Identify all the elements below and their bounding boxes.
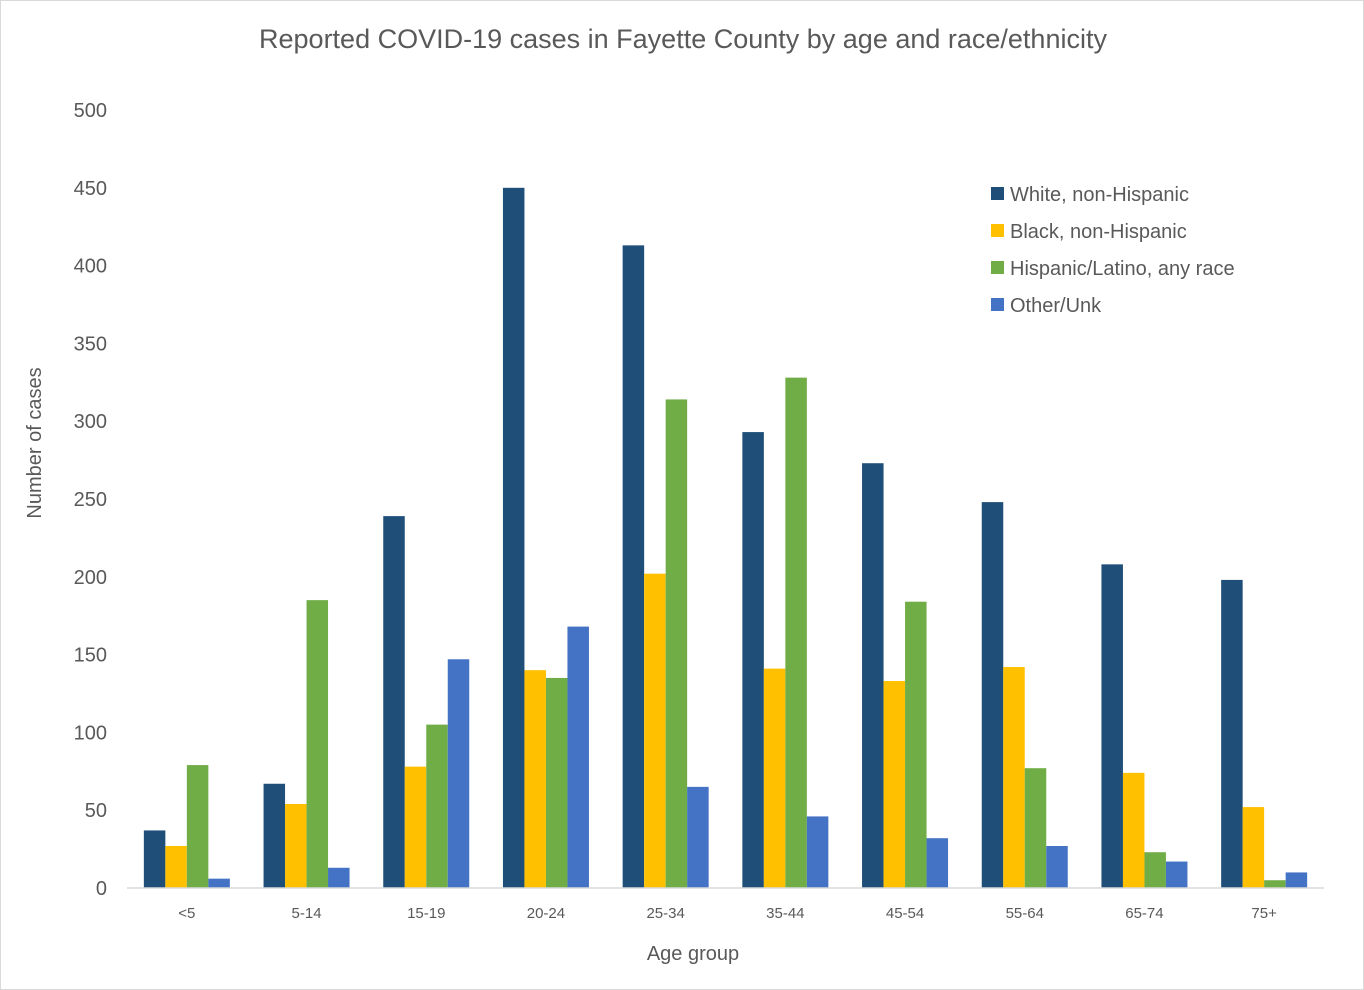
bar <box>1242 807 1265 888</box>
x-tick-label: 15-19 <box>407 905 445 922</box>
y-tick-label: 300 <box>74 411 107 433</box>
bar <box>208 878 230 888</box>
y-tick-label: 500 <box>74 100 107 122</box>
bar <box>263 783 286 888</box>
bar <box>567 626 589 888</box>
x-tick-label: 65-74 <box>1125 905 1163 922</box>
bar <box>806 816 829 888</box>
bar <box>306 600 329 888</box>
bar <box>644 573 666 888</box>
bar <box>665 399 688 888</box>
y-tick-label: 100 <box>74 722 107 744</box>
y-tick-label: 250 <box>74 489 107 511</box>
bars <box>143 187 1308 889</box>
bar <box>404 766 427 888</box>
bar <box>186 765 209 888</box>
x-tick-label: 55-64 <box>1006 905 1044 922</box>
bar <box>785 377 807 888</box>
x-tick-label: 35-44 <box>766 905 804 922</box>
x-tick-labels: <5 5-14 15-19 20-24 25-34 35-44 45-54 55-64 65-7… <box>178 905 1277 922</box>
bar <box>763 668 786 888</box>
bar <box>1003 667 1025 888</box>
bar <box>1285 872 1308 888</box>
y-tick-label: 400 <box>74 256 107 278</box>
legend-swatch <box>991 224 1004 237</box>
y-tick-label: 350 <box>74 333 107 355</box>
bar <box>742 432 764 888</box>
legend-label: Hispanic/Latino, any race <box>1010 258 1235 280</box>
bar <box>622 245 645 888</box>
x-tick-label: <5 <box>178 905 195 922</box>
x-axis-title: Age group <box>647 943 739 965</box>
y-tick-label: 200 <box>74 567 107 589</box>
bar <box>502 187 525 889</box>
bar <box>447 659 470 888</box>
bar <box>1165 861 1188 888</box>
y-tick-label: 0 <box>96 878 107 900</box>
bar <box>1046 845 1068 888</box>
bar <box>1144 852 1166 888</box>
bar <box>285 803 307 888</box>
legend-label: Other/Unk <box>1010 295 1102 317</box>
bar <box>883 681 906 888</box>
bar <box>981 502 1004 888</box>
bar <box>862 463 884 888</box>
bar <box>328 867 350 888</box>
y-tick-labels: 0 50 100 150 200 250 300 350 400 450 500 <box>74 100 107 900</box>
x-tick-label: 75+ <box>1251 905 1277 922</box>
bar <box>165 845 187 888</box>
x-tick-label: 20-24 <box>527 905 565 922</box>
bar <box>687 786 709 888</box>
bar <box>524 670 546 888</box>
x-tick-label: 45-54 <box>886 905 924 922</box>
bar <box>1221 579 1243 888</box>
legend-swatch <box>991 298 1004 311</box>
y-tick-label: 50 <box>85 800 107 822</box>
x-tick-label: 25-34 <box>646 905 684 922</box>
y-axis-title: Number of cases <box>24 367 46 518</box>
bar <box>545 677 568 888</box>
y-tick-label: 450 <box>74 178 107 200</box>
bar <box>1101 564 1123 888</box>
legend-swatch <box>991 187 1004 200</box>
bar <box>143 830 166 888</box>
bar <box>426 724 448 888</box>
chart-title: Reported COVID-19 cases in Fayette Count… <box>259 24 1107 54</box>
legend: White, non-Hispanic Black, non-Hispanic Hi… <box>991 184 1235 317</box>
bar <box>1024 768 1047 888</box>
bar <box>1264 880 1286 888</box>
legend-label: Black, non-Hispanic <box>1010 221 1187 243</box>
bar <box>905 601 927 888</box>
bar <box>926 838 949 888</box>
legend-swatch <box>991 261 1004 274</box>
legend-label: White, non-Hispanic <box>1010 184 1189 206</box>
bar <box>383 516 405 888</box>
bar <box>1122 772 1145 888</box>
y-tick-label: 150 <box>74 645 107 667</box>
x-tick-label: 5-14 <box>292 905 322 922</box>
